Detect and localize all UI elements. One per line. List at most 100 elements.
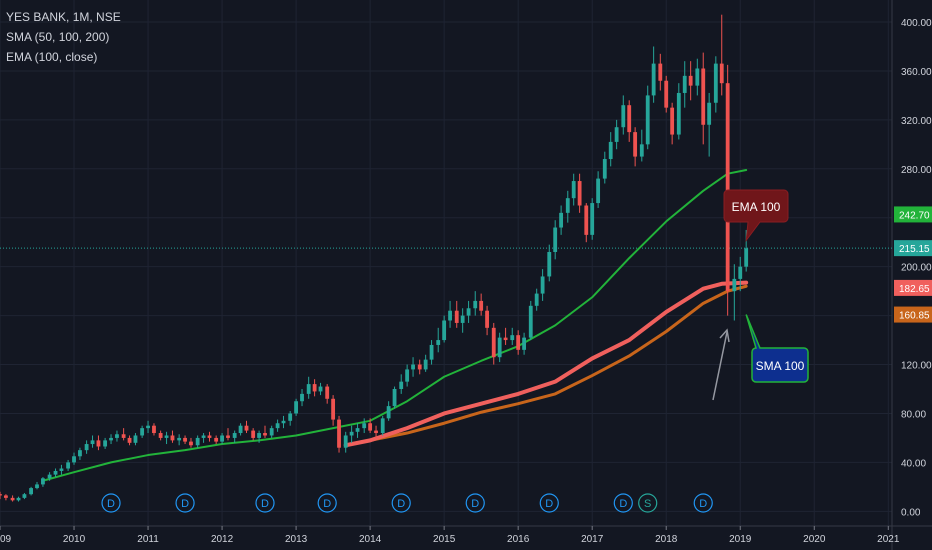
candle-body — [614, 127, 619, 142]
candle — [10, 495, 15, 502]
y-tick-label: 400.00 — [901, 18, 932, 29]
candle — [473, 291, 478, 316]
candle — [59, 464, 64, 475]
candle-body — [251, 430, 256, 438]
candle-body — [380, 418, 385, 434]
candle — [429, 340, 434, 365]
dividend-marker-label: D — [699, 498, 707, 510]
candle-body — [189, 441, 193, 446]
y-tick-label: 360.00 — [901, 67, 932, 78]
dividend-marker-label: D — [619, 498, 627, 510]
candle-body — [473, 300, 478, 309]
candle — [368, 418, 373, 434]
candle-body — [207, 435, 212, 438]
candle-body — [485, 310, 489, 328]
candle — [152, 423, 156, 436]
candle-body — [565, 198, 570, 213]
candle — [201, 433, 206, 443]
candle-body — [177, 437, 182, 441]
candle — [602, 151, 607, 184]
candle-body — [374, 430, 378, 434]
candle-body — [109, 437, 113, 441]
candle — [103, 437, 108, 449]
candle-body — [627, 105, 632, 133]
candle-body — [534, 293, 539, 306]
x-tick-label: 2018 — [655, 534, 678, 545]
x-tick-label: 2015 — [433, 534, 456, 545]
candle — [466, 300, 471, 323]
candle — [565, 190, 570, 223]
candle-body — [29, 488, 34, 495]
candle — [109, 434, 113, 445]
candle-body — [559, 212, 564, 228]
legend-sma[interactable]: SMA (50, 100, 200) — [6, 30, 110, 44]
candle — [325, 384, 330, 404]
dividend-marker-label: D — [323, 498, 331, 510]
candle-body — [269, 428, 274, 436]
candle — [374, 425, 378, 438]
candle-body — [571, 181, 576, 199]
candle — [263, 425, 267, 438]
y-tick-label: 120.00 — [901, 361, 932, 372]
candle — [195, 435, 200, 448]
candle — [503, 327, 508, 345]
x-tick-label: 2011 — [137, 534, 159, 545]
candle-body — [226, 435, 230, 438]
candle — [170, 430, 175, 443]
candle-body — [516, 335, 521, 350]
ema-callout-label: EMA 100 — [732, 200, 781, 214]
candle-body — [651, 63, 656, 96]
candle — [448, 300, 452, 328]
candle-body — [608, 141, 613, 160]
x-tick-label: 2010 — [63, 534, 86, 545]
y-tick-label: 40.00 — [901, 458, 926, 469]
candle — [306, 376, 311, 399]
candle — [288, 411, 293, 426]
price-label-bg — [894, 206, 932, 223]
candle-body — [553, 227, 558, 252]
candle — [645, 85, 650, 150]
candle-body — [312, 384, 317, 392]
candle-body — [497, 337, 502, 358]
candle-body — [0, 494, 2, 496]
candle — [485, 305, 489, 336]
candle — [584, 203, 589, 243]
candle — [639, 129, 644, 162]
x-tick-label: 2012 — [211, 534, 234, 545]
candle — [738, 256, 743, 292]
candle — [96, 435, 101, 451]
candle — [386, 401, 391, 421]
candle-body — [59, 468, 64, 471]
price-label: 182.65 — [899, 284, 930, 295]
legend-ema[interactable]: EMA (100, close) — [6, 50, 98, 64]
y-tick-label: 0.00 — [901, 507, 921, 518]
candle-body — [164, 435, 169, 438]
split-marker-label: S — [644, 498, 651, 510]
candle — [688, 61, 693, 101]
candle-body — [72, 456, 76, 463]
dividend-marker — [317, 493, 337, 513]
candle-body — [399, 381, 404, 389]
sma-100-line — [344, 284, 748, 447]
candle-body — [423, 359, 428, 370]
candle — [701, 52, 706, 145]
candle — [405, 364, 410, 387]
candle — [146, 420, 150, 434]
candle — [355, 423, 360, 438]
candle-body — [90, 440, 95, 445]
candle-body — [540, 276, 545, 294]
candle-body — [695, 68, 700, 86]
x-tick-label: 2016 — [507, 534, 530, 545]
candle — [590, 198, 595, 240]
candle — [559, 205, 564, 235]
candle — [540, 269, 545, 301]
legend-symbol[interactable]: YES BANK, 1M, NSE — [6, 10, 121, 24]
candle — [4, 494, 8, 501]
candle-body — [596, 178, 601, 204]
candle — [516, 330, 521, 355]
ema-100-line — [343, 280, 749, 448]
candle — [66, 459, 71, 471]
candle-body — [744, 248, 749, 267]
dividend-marker — [465, 493, 485, 513]
